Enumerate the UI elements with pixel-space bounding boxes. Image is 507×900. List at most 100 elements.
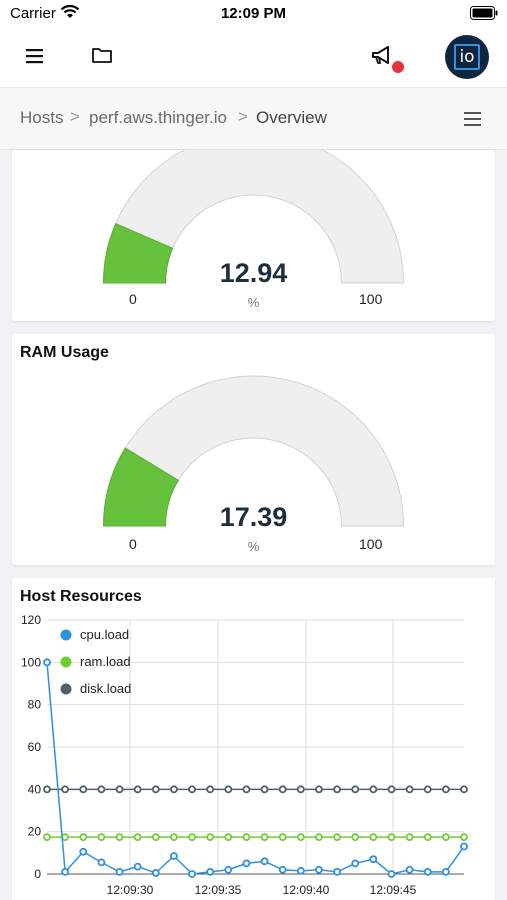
data-point-cpu-load bbox=[278, 865, 287, 874]
data-point-ram-load bbox=[333, 833, 341, 842]
notification-badge bbox=[392, 61, 404, 73]
data-point-ram-load bbox=[242, 833, 251, 842]
y-tick-label: 100 bbox=[21, 655, 41, 669]
data-point-disk-load bbox=[79, 785, 88, 794]
data-point-disk-load bbox=[369, 785, 378, 794]
y-tick-label: 0 bbox=[34, 867, 41, 881]
data-point-disk-load bbox=[170, 785, 178, 794]
status-bar: Carrier 12:09 PM bbox=[0, 0, 507, 30]
legend-swatch bbox=[60, 629, 72, 641]
carrier-label: Carrier bbox=[10, 5, 56, 22]
data-point-cpu-load bbox=[260, 857, 269, 866]
data-point-ram-load bbox=[97, 833, 106, 842]
y-tick-label: 80 bbox=[28, 698, 42, 712]
cpu-gauge bbox=[102, 150, 405, 284]
data-point-ram-load bbox=[170, 833, 178, 842]
y-tick-label: 120 bbox=[21, 613, 41, 627]
data-point-ram-load bbox=[315, 833, 323, 842]
data-point-cpu-load bbox=[170, 852, 178, 860]
data-point-ram-load bbox=[133, 833, 142, 842]
ram-gauge-unit: % bbox=[247, 539, 260, 554]
x-tick-label: 12:09:30 bbox=[107, 883, 154, 897]
data-point-disk-load bbox=[278, 785, 287, 794]
host-resources-title: Host Resources bbox=[20, 588, 142, 605]
battery-icon bbox=[470, 6, 498, 20]
breadcrumb-host[interactable]: perf.aws.thinger.io bbox=[89, 108, 227, 127]
data-point-cpu-load bbox=[369, 855, 378, 864]
data-point-ram-load bbox=[351, 833, 360, 842]
data-point-disk-load bbox=[61, 785, 70, 794]
data-point-cpu-load bbox=[351, 859, 360, 868]
ram-gauge-min: 0 bbox=[129, 536, 137, 552]
menu-icon[interactable] bbox=[25, 46, 45, 66]
data-point-cpu-load bbox=[97, 858, 106, 867]
data-point-cpu-load bbox=[115, 867, 124, 876]
cpu-gauge-unit: % bbox=[247, 295, 260, 310]
data-point-disk-load bbox=[387, 785, 396, 794]
list-menu-icon[interactable] bbox=[464, 111, 482, 127]
cpu-gauge-fill bbox=[102, 223, 174, 284]
data-point-ram-load bbox=[151, 833, 160, 842]
y-tick-label: 40 bbox=[28, 782, 42, 796]
data-point-disk-load bbox=[351, 785, 360, 794]
x-tick-label: 12:09:45 bbox=[370, 883, 417, 897]
data-point-disk-load bbox=[333, 785, 341, 794]
legend-label: cpu.load bbox=[80, 627, 129, 642]
wifi-icon bbox=[60, 4, 80, 18]
data-point-ram-load bbox=[224, 833, 233, 842]
data-point-ram-load bbox=[369, 833, 378, 842]
data-point-disk-load bbox=[151, 785, 160, 794]
data-point-cpu-load bbox=[315, 865, 323, 874]
breadcrumb: Hosts > perf.aws.thinger.io > Overview bbox=[0, 88, 507, 150]
data-point-ram-load bbox=[115, 833, 124, 842]
host-resources-card: Host Resources 0 20 40 60 80 100 120 12:09:30 12… bbox=[12, 578, 495, 900]
cpu-gauge-value: 12.94 bbox=[219, 258, 288, 288]
thinger-logo[interactable]: io bbox=[445, 35, 489, 79]
status-time: 12:09 PM bbox=[220, 5, 287, 22]
data-point-disk-load bbox=[315, 785, 323, 794]
data-point-ram-load bbox=[296, 833, 305, 842]
data-point-disk-load bbox=[188, 785, 196, 794]
ram-usage-card: RAM Usage 17.39 % 0 100 bbox=[12, 334, 495, 565]
ram-usage-title: RAM Usage bbox=[20, 344, 109, 361]
x-tick-label: 12:09:40 bbox=[283, 883, 330, 897]
data-point-cpu-load bbox=[79, 847, 88, 856]
data-point-disk-load bbox=[97, 785, 106, 794]
x-tick-label: 12:09:35 bbox=[195, 883, 242, 897]
ram-gauge-value: 17.39 bbox=[219, 502, 288, 532]
data-point-ram-load bbox=[206, 833, 215, 842]
cpu-gauge-min: 0 bbox=[129, 291, 137, 307]
data-point-cpu-load bbox=[133, 862, 142, 871]
data-point-disk-load bbox=[242, 785, 251, 794]
data-point-disk-load bbox=[206, 785, 215, 794]
data-point-cpu-load bbox=[405, 865, 414, 874]
ram-gauge-max: 100 bbox=[359, 536, 383, 552]
app-bar: io bbox=[0, 30, 507, 88]
data-point-cpu-load bbox=[188, 870, 196, 878]
data-point-disk-load bbox=[296, 785, 305, 794]
data-point-cpu-load bbox=[206, 867, 215, 876]
data-point-cpu-load bbox=[423, 867, 432, 876]
data-point-ram-load bbox=[278, 833, 287, 842]
breadcrumb-current: Overview bbox=[256, 108, 327, 127]
legend-label: ram.load bbox=[80, 654, 131, 669]
legend-swatch bbox=[60, 656, 72, 668]
data-point-disk-load bbox=[441, 785, 450, 794]
y-tick-label: 60 bbox=[28, 740, 42, 754]
data-point-ram-load bbox=[460, 833, 468, 842]
ram-gauge-track bbox=[102, 375, 405, 527]
data-point-disk-load bbox=[405, 785, 414, 794]
megaphone-icon[interactable] bbox=[370, 44, 396, 68]
cpu-usage-card: 12.94 % 0 100 bbox=[12, 150, 495, 321]
legend-swatch bbox=[60, 683, 72, 695]
data-point-disk-load bbox=[43, 785, 51, 794]
data-point-disk-load bbox=[260, 785, 269, 794]
data-point-ram-load bbox=[441, 833, 450, 842]
breadcrumb-hosts[interactable]: Hosts bbox=[20, 108, 64, 127]
data-point-ram-load bbox=[188, 833, 196, 842]
data-point-ram-load bbox=[405, 833, 414, 842]
folder-icon[interactable] bbox=[91, 45, 113, 65]
data-point-disk-load bbox=[115, 785, 124, 794]
data-point-cpu-load bbox=[333, 867, 341, 876]
data-point-disk-load bbox=[460, 785, 468, 794]
